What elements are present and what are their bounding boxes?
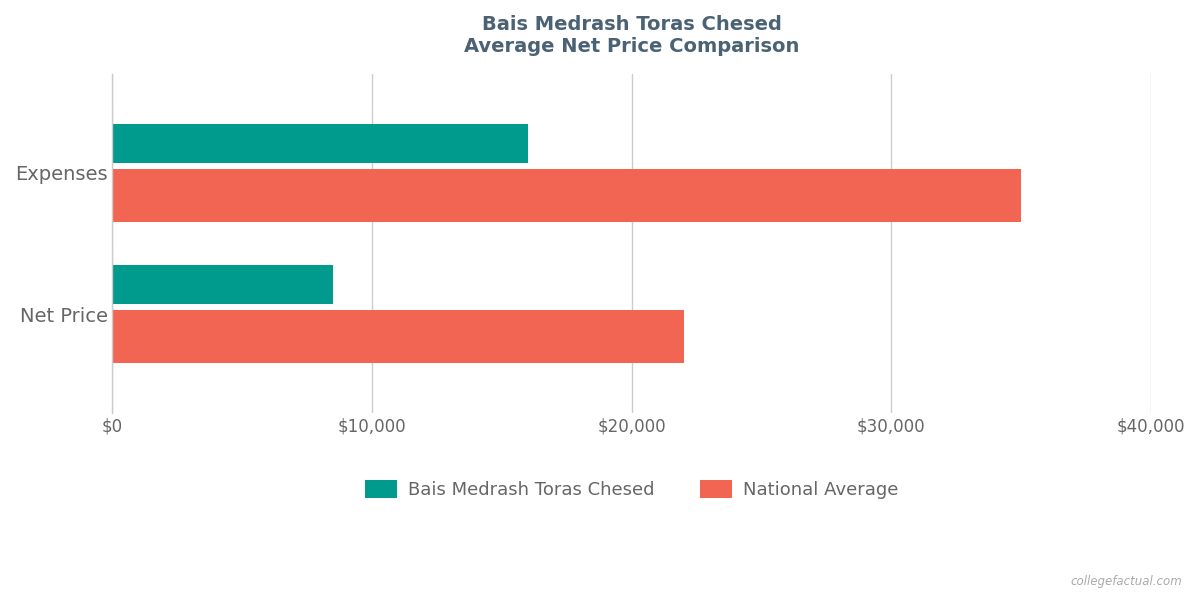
- Bar: [113, 265, 334, 304]
- Text: collegefactual.com: collegefactual.com: [1070, 575, 1182, 588]
- Bar: [113, 124, 528, 163]
- Bar: [113, 310, 684, 364]
- Title: Bais Medrash Toras Chesed
Average Net Price Comparison: Bais Medrash Toras Chesed Average Net Pr…: [464, 15, 799, 56]
- Legend: Bais Medrash Toras Chesed, National Average: Bais Medrash Toras Chesed, National Aver…: [358, 473, 906, 506]
- Bar: [113, 169, 1021, 223]
